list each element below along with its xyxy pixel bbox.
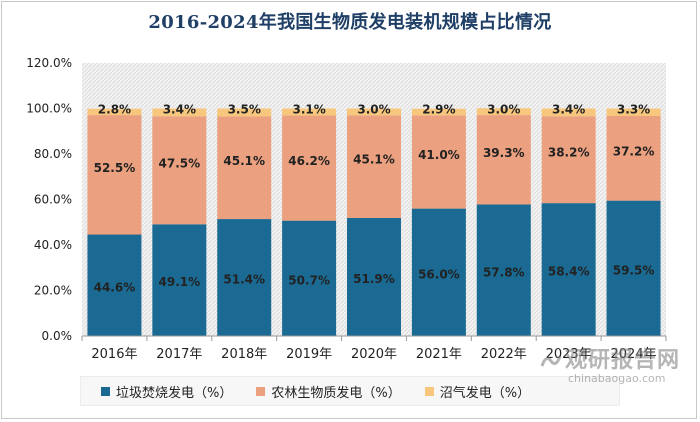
data-label: 50.7% xyxy=(288,273,330,287)
bar-segment-biogas xyxy=(152,108,207,117)
data-label: 3.5% xyxy=(228,103,261,117)
x-tick-label: 2022年 xyxy=(481,347,527,362)
data-label: 2.8% xyxy=(98,103,131,117)
data-label: 3.3% xyxy=(617,103,650,117)
y-tick-label: 40.0% xyxy=(34,238,72,252)
bar-segment-biogas xyxy=(606,108,661,117)
bar-segment-waste xyxy=(411,208,466,336)
bar-segment-agri xyxy=(541,116,596,204)
bar-segment-biogas xyxy=(217,108,272,117)
bar-segment-waste xyxy=(606,200,661,336)
data-label: 41.0% xyxy=(418,148,460,162)
x-axis: 2016年 2017年 2018年 2019年 2020年 2021年 2022年 2023年… xyxy=(81,335,667,362)
watermark-en: chinabaogao.com xyxy=(568,372,666,385)
y-tick-label: 60.0% xyxy=(34,193,72,207)
x-tick-label: 2024年 xyxy=(611,347,657,362)
data-label: 3.4% xyxy=(163,103,196,117)
legend-item-agri: 农林生物质发电（%） xyxy=(256,382,401,401)
chart-title: 2016-2024年我国生物质发电装机规模占比情况 xyxy=(148,12,552,33)
data-label: 38.2% xyxy=(548,146,590,160)
data-label: 37.2% xyxy=(613,144,655,158)
bars-group: 44.6% 52.5% 2.8% 49.1% 47.5% 3.4% 51.4% 45.1% 3.… xyxy=(87,102,661,336)
bar-segment-biogas xyxy=(282,108,337,116)
y-tick-label: 100.0% xyxy=(26,102,72,116)
data-label: 45.1% xyxy=(353,153,395,167)
watermark-cn: 观研报告网 xyxy=(540,342,690,374)
data-label: 57.8% xyxy=(483,265,525,279)
bar-segment-agri xyxy=(411,115,466,209)
x-tick-label: 2021年 xyxy=(416,347,462,362)
legend: 垃圾焚烧发电（%） 农林生物质发电（%） 沼气发电（%） xyxy=(80,376,620,406)
legend-swatch-agri xyxy=(256,386,266,396)
data-label: 2.9% xyxy=(422,103,455,117)
data-label: 44.6% xyxy=(94,280,136,294)
legend-label-waste: 垃圾焚烧发电（%） xyxy=(116,385,233,401)
legend-item-biogas: 沼气发电（%） xyxy=(424,382,531,401)
data-label: 58.4% xyxy=(548,265,590,279)
y-tick-label: 0.0% xyxy=(42,329,73,343)
data-label: 59.5% xyxy=(613,263,655,277)
legend-swatch-biogas xyxy=(424,386,434,396)
x-tick-label: 2019年 xyxy=(286,347,332,362)
y-tick-label: 120.0% xyxy=(26,56,72,70)
data-label: 3.0% xyxy=(357,103,390,117)
watermark: 观研报告网 chinabaogao.com xyxy=(540,342,690,385)
bar-segment-agri xyxy=(476,115,531,205)
bar-segment-agri xyxy=(282,115,337,221)
data-label: 51.4% xyxy=(223,273,265,287)
data-label: 3.1% xyxy=(292,103,325,117)
data-label: 51.9% xyxy=(353,272,395,286)
bar-segment-agri xyxy=(152,116,207,225)
bar-segment-waste xyxy=(87,234,142,336)
y-tick-label: 80.0% xyxy=(34,147,72,161)
bar-segment-waste xyxy=(476,204,531,336)
data-label: 3.0% xyxy=(487,102,520,116)
data-label: 52.5% xyxy=(94,161,136,175)
y-tick-label: 20.0% xyxy=(34,284,72,298)
bar-segment-waste xyxy=(347,217,401,336)
x-tick-label: 2018年 xyxy=(221,347,267,362)
bar-segment-biogas xyxy=(541,108,596,117)
data-label: 56.0% xyxy=(418,267,460,281)
bar-segment-waste xyxy=(541,203,596,336)
data-label: 3.4% xyxy=(552,103,585,117)
watermark-cn-text: 观研报告网 xyxy=(565,348,681,373)
bar-segment-waste xyxy=(217,219,272,336)
legend-label-biogas: 沼气发电（%） xyxy=(439,385,531,401)
x-tick-label: 2017年 xyxy=(156,347,202,362)
data-label: 45.1% xyxy=(223,154,265,168)
x-tick-label: 2020年 xyxy=(351,347,397,362)
data-label: 39.3% xyxy=(483,146,525,160)
x-tick-label: 2016年 xyxy=(91,347,137,362)
y-axis: 0.0% 20.0% 40.0% 60.0% 80.0% 100.0% 120.0% xyxy=(26,56,72,343)
bar-segment-agri xyxy=(606,116,661,201)
bar-segment-agri xyxy=(347,115,401,218)
data-label: 47.5% xyxy=(159,156,201,170)
bar-segment-biogas xyxy=(411,108,466,116)
data-label: 49.1% xyxy=(159,275,201,289)
bar-segment-agri xyxy=(87,115,142,235)
legend-swatch-waste xyxy=(101,386,110,396)
bar-segment-waste xyxy=(282,220,337,336)
bar-segment-biogas xyxy=(347,108,401,116)
watermark-logo-icon xyxy=(540,355,562,367)
data-label: 46.2% xyxy=(288,154,330,168)
bar-segment-agri xyxy=(217,116,272,220)
bar-segment-waste xyxy=(152,224,207,336)
bar-segment-biogas xyxy=(476,108,531,116)
legend-label-agri: 农林生物质发电（%） xyxy=(271,385,401,401)
legend-item-waste: 垃圾焚烧发电（%） xyxy=(101,382,232,401)
bar-segment-biogas xyxy=(87,108,142,116)
x-tick-label: 2023年 xyxy=(546,347,592,362)
